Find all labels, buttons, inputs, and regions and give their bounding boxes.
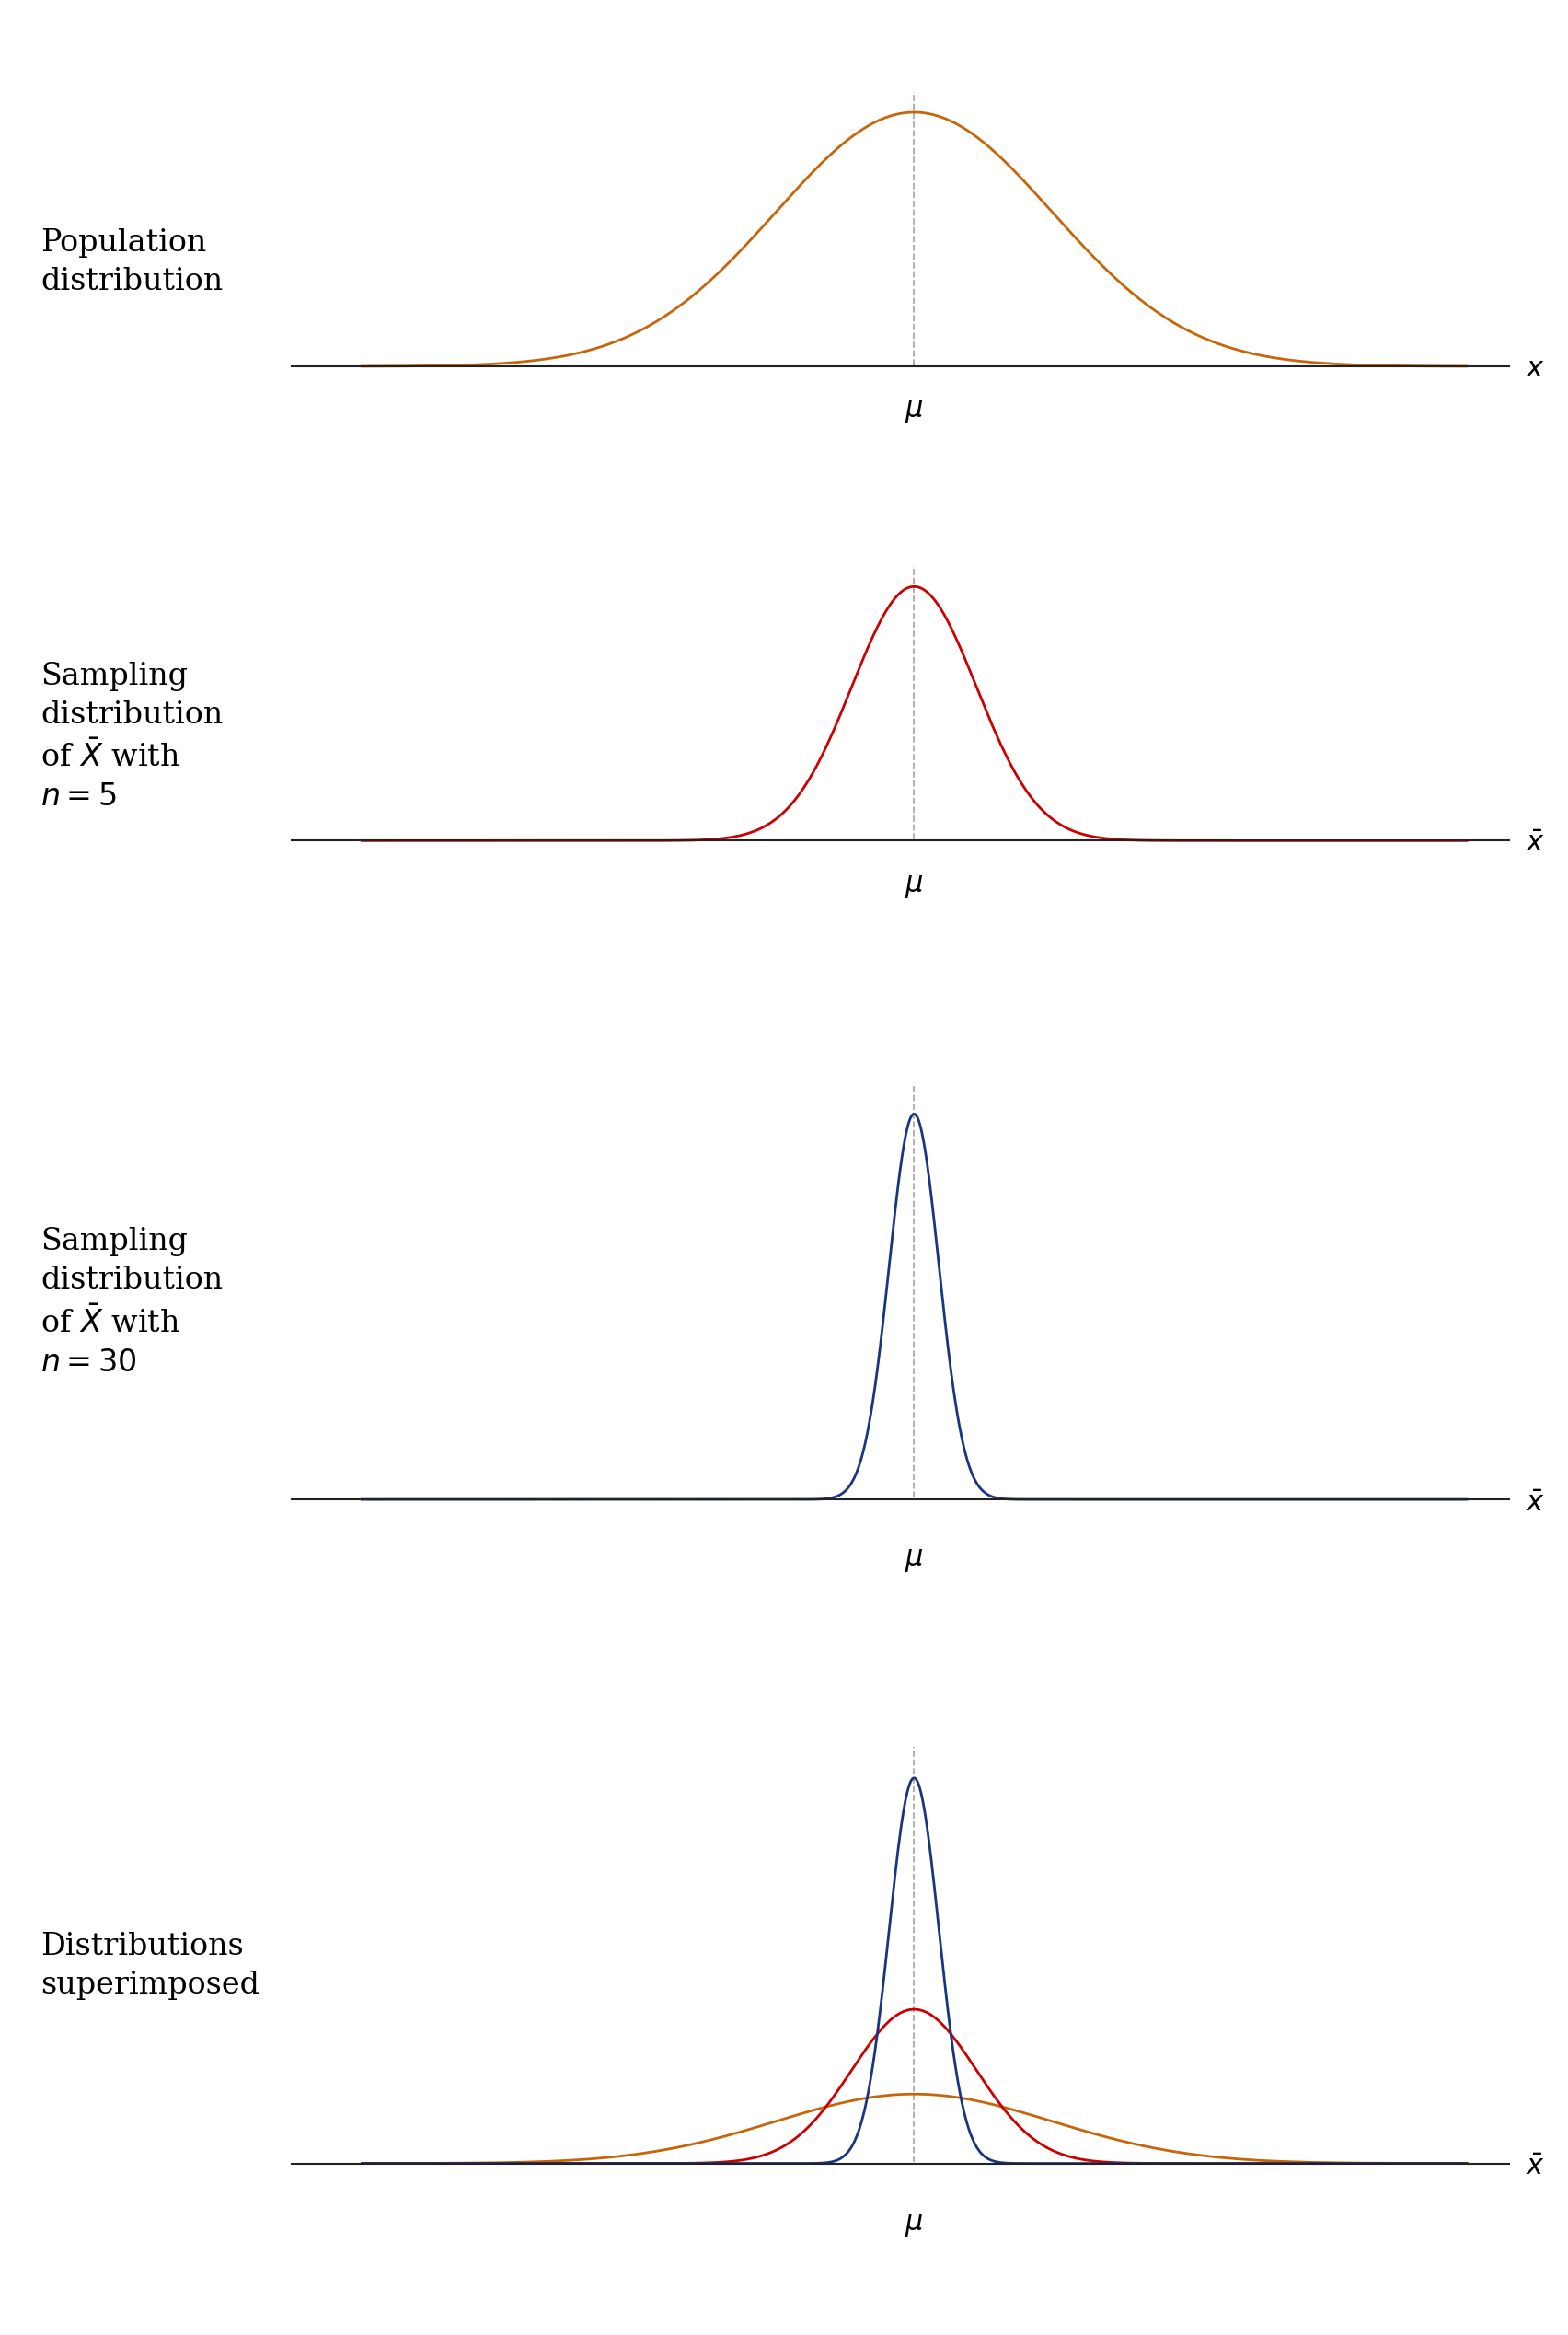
Text: $\mu$: $\mu$ <box>905 1546 924 1574</box>
Text: $\mu$: $\mu$ <box>905 397 924 425</box>
Text: Sampling
distribution
of $\bar{X}$ with
$n = 30$: Sampling distribution of $\bar{X}$ with … <box>41 1228 223 1378</box>
Text: $\bar{x}$: $\bar{x}$ <box>1526 829 1544 857</box>
Text: Population
distribution: Population distribution <box>41 229 223 297</box>
Text: $\mu$: $\mu$ <box>905 2209 924 2239</box>
Text: $\mu$: $\mu$ <box>905 871 924 899</box>
Text: Distributions
superimposed: Distributions superimposed <box>41 1933 260 2001</box>
Text: $\bar{x}$: $\bar{x}$ <box>1526 1490 1544 1518</box>
Text: $\bar{x}$: $\bar{x}$ <box>1526 2153 1544 2181</box>
Text: $x$: $x$ <box>1526 355 1544 383</box>
Text: Sampling
distribution
of $\bar{X}$ with
$n = 5$: Sampling distribution of $\bar{X}$ with … <box>41 661 223 813</box>
